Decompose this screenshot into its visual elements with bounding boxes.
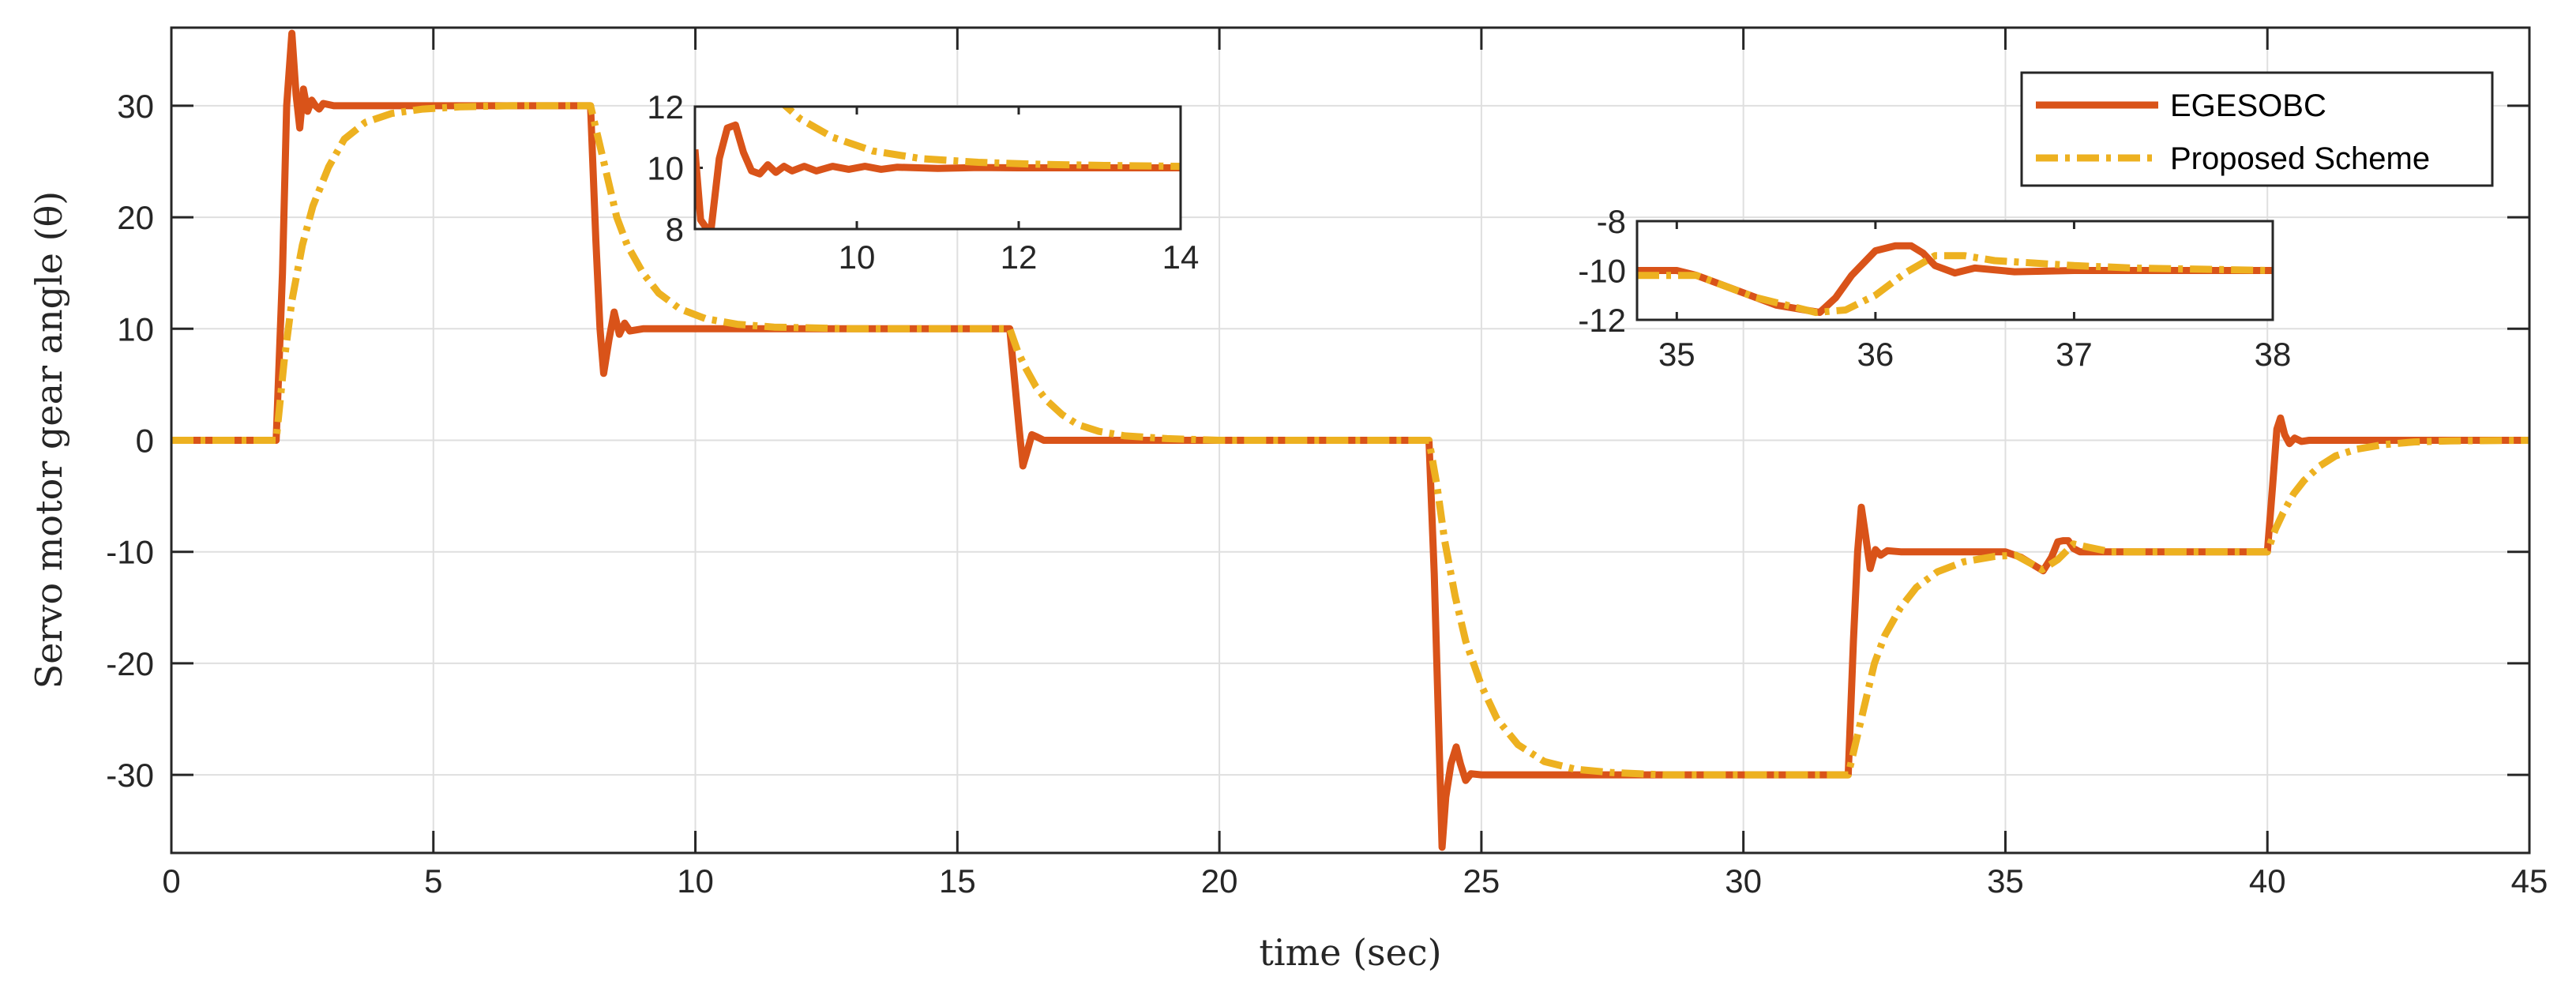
x-tick-label: 15 (939, 862, 976, 900)
y-tick-label: 0 (136, 423, 154, 460)
x-tick-label: 40 (2249, 862, 2286, 900)
x-axis-label: time (sec) (1259, 931, 1441, 974)
y-tick-label: 12 (647, 88, 684, 126)
y-tick-label: -8 (1597, 203, 1626, 240)
y-tick-label: -20 (106, 645, 154, 682)
legend-label-egesobc: EGESOBC (2170, 88, 2326, 123)
y-tick-label: 20 (117, 199, 154, 236)
legend-label-proposed: Proposed Scheme (2170, 141, 2430, 176)
y-tick-label: 8 (666, 211, 684, 248)
inset-2-series (1637, 242, 2273, 317)
x-tick-label: 35 (1987, 862, 2024, 900)
legend-box (2020, 71, 2494, 187)
inset-1: 10 12 14 8 10 12 (647, 88, 1199, 276)
x-tick-label: 20 (1201, 862, 1238, 900)
y-tick-label: -10 (1578, 253, 1626, 290)
x-tick-label: 14 (1162, 239, 1200, 276)
series-line-proposed-scheme (780, 107, 1181, 171)
x-tick-label: 37 (2056, 336, 2093, 373)
inset-1-series (695, 107, 1181, 229)
inset-2-ticks: 35 36 37 38 -12 -10 -8 (1578, 203, 2291, 373)
series-line-proposed-scheme (171, 102, 2529, 779)
x-tick-label: 10 (677, 862, 714, 900)
legend: EGESOBC Proposed Scheme (2020, 71, 2494, 187)
main-axes-box (170, 26, 2531, 855)
y-tick-label: -30 (106, 757, 154, 794)
x-tick-label: 10 (839, 239, 876, 276)
main-series (171, 29, 2529, 851)
y-tick-label: -12 (1578, 302, 1626, 339)
inset-2-axes-box (1635, 220, 2274, 321)
x-tick-label: 0 (162, 862, 180, 900)
series-line-egesobc (695, 121, 1181, 229)
y-tick-label: -10 (106, 534, 154, 571)
x-tick-label: 12 (1001, 239, 1038, 276)
inset-1-axes-box (693, 105, 1182, 231)
x-tick-label: 35 (1658, 336, 1695, 373)
inset-2: 35 36 37 38 -12 -10 -8 (1578, 203, 2291, 373)
x-tick-label: 5 (424, 862, 442, 900)
x-tick-label: 38 (2255, 336, 2292, 373)
x-tick-label: 30 (1725, 862, 1762, 900)
y-axis-label: Servo motor gear angle (θ) (28, 191, 70, 689)
y-tick-label: 10 (117, 310, 154, 347)
x-tick-label: 45 (2511, 862, 2548, 900)
y-tick-label: 10 (647, 150, 684, 187)
y-tick-label: 30 (117, 88, 154, 125)
series-line-egesobc (171, 29, 2529, 851)
x-tick-label: 36 (1857, 336, 1894, 373)
inset-1-ticks: 10 12 14 8 10 12 (647, 88, 1199, 276)
series-line-proposed-scheme (1637, 252, 2273, 317)
x-tick-label: 25 (1463, 862, 1500, 900)
